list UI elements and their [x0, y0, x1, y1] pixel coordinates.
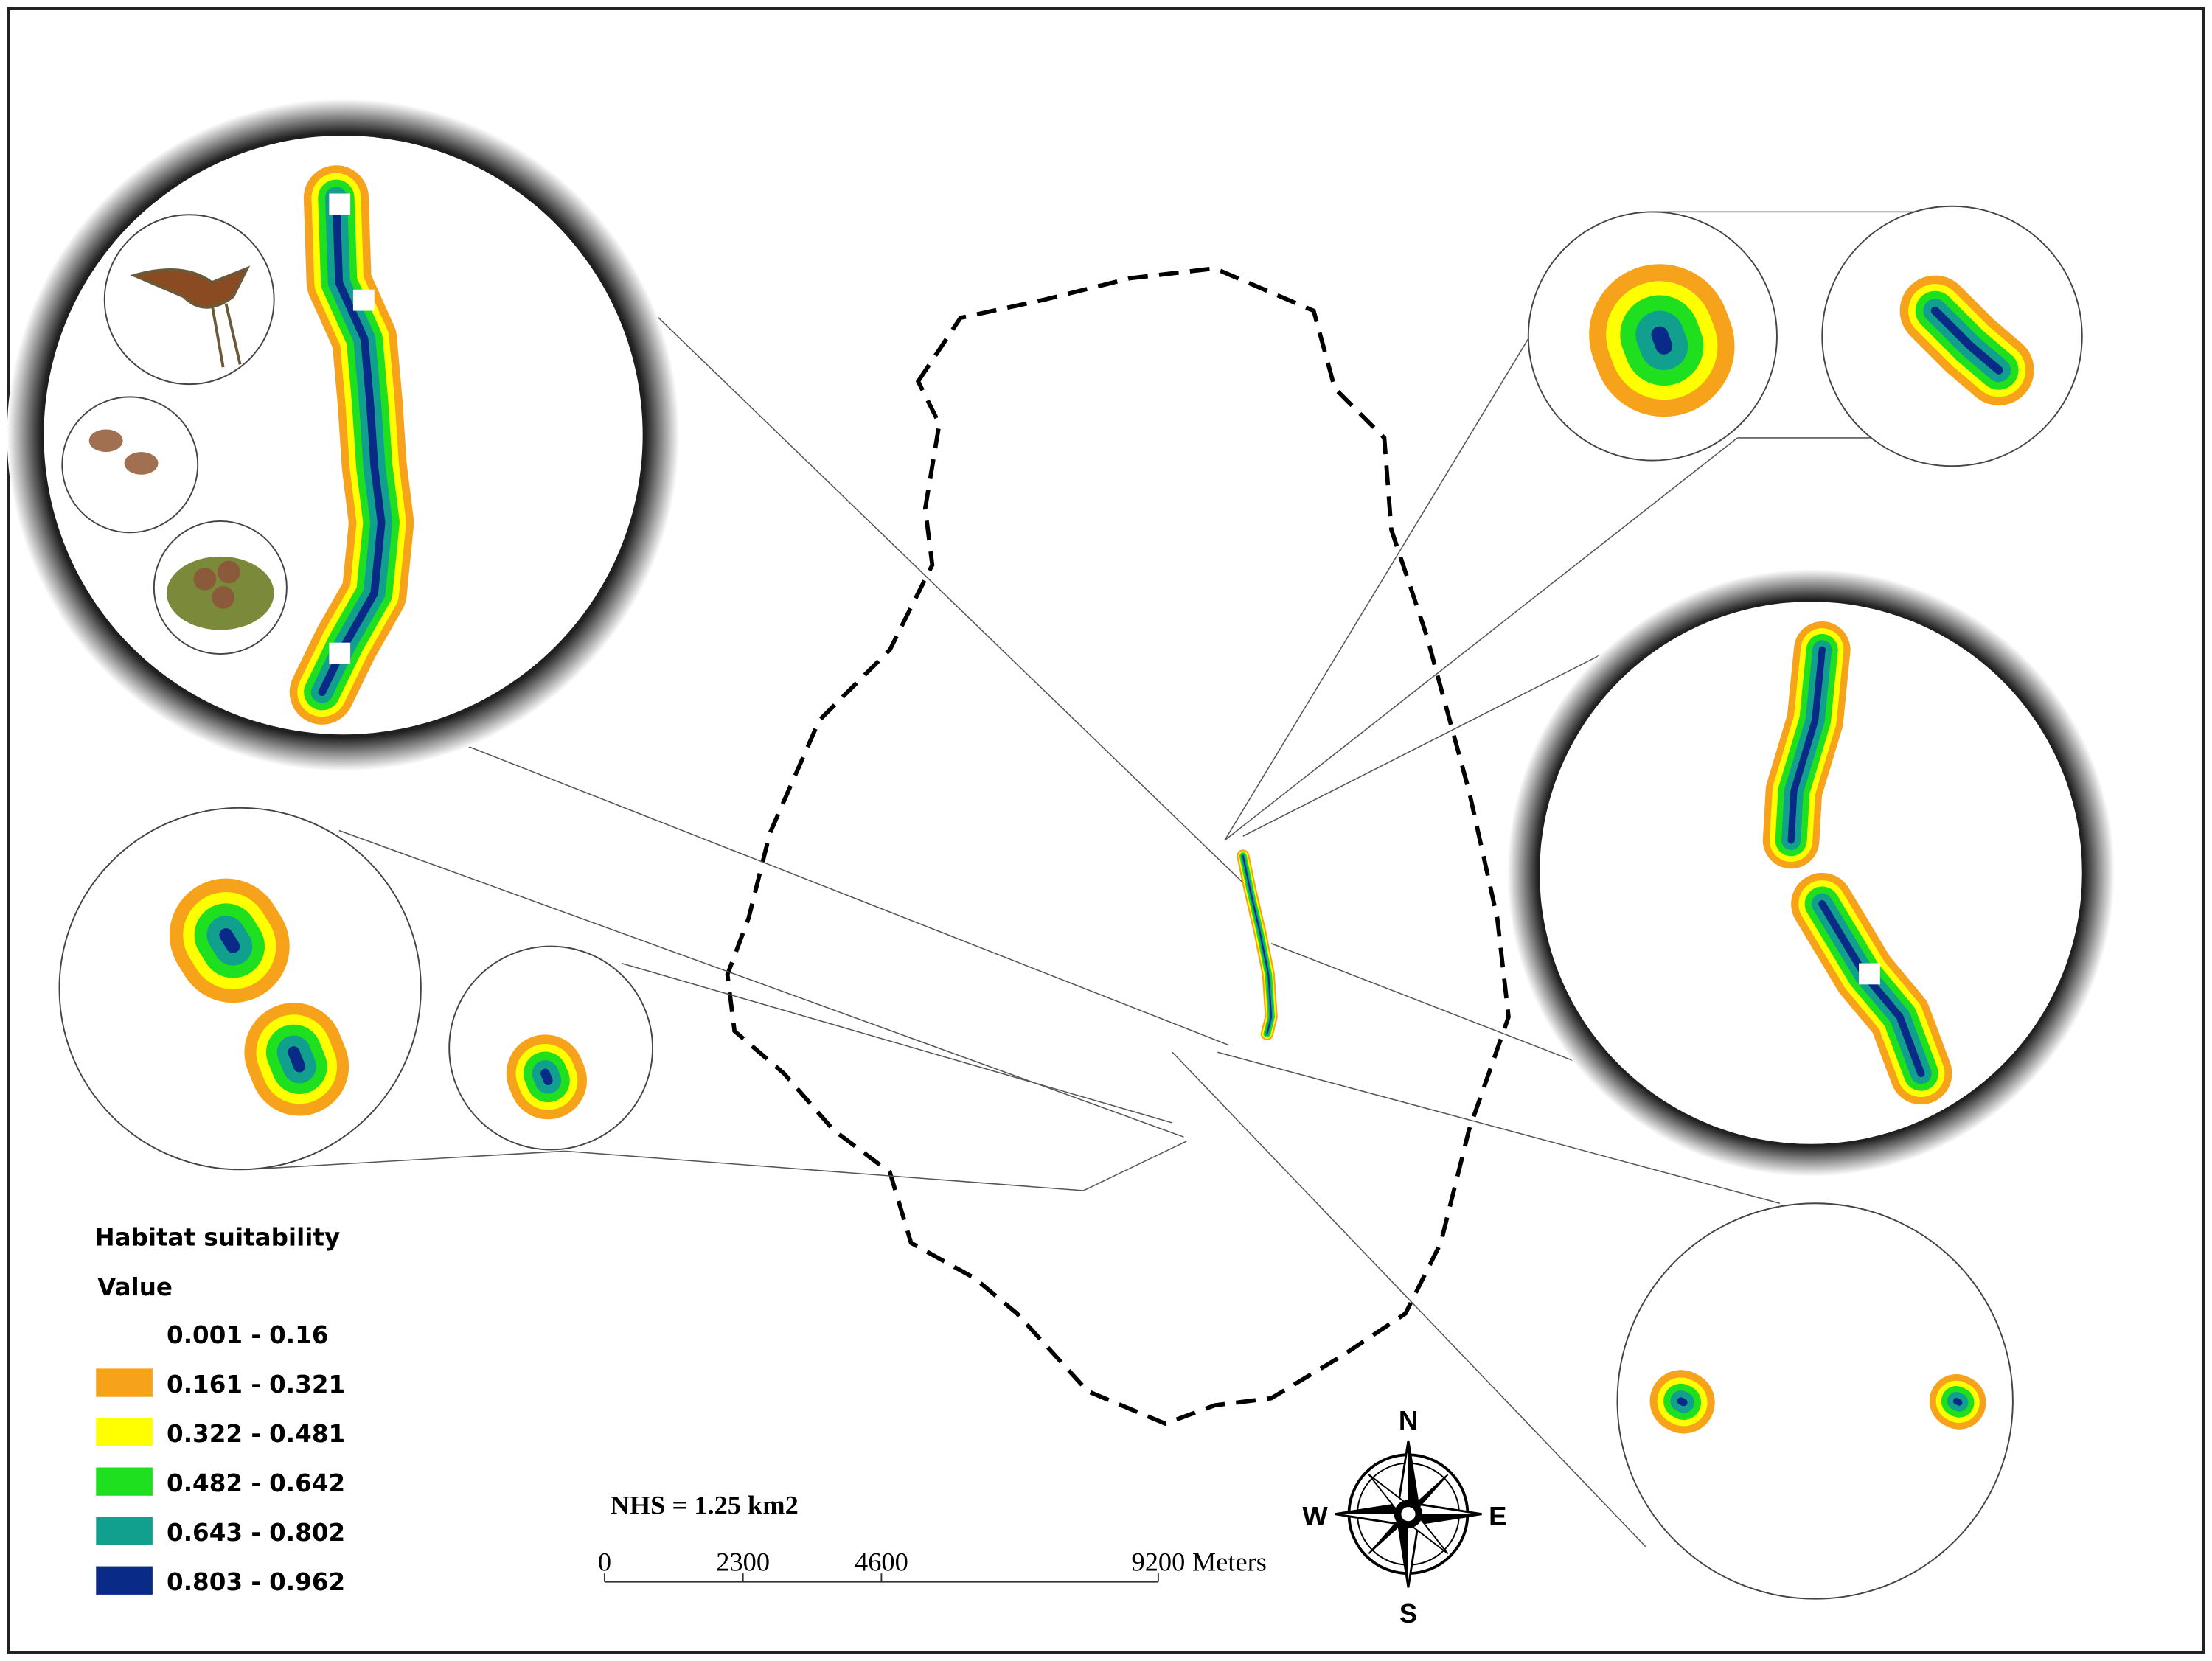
egg — [218, 560, 240, 584]
scale-bar: 0 2300 4600 9200 Meters — [598, 1547, 1267, 1583]
egg — [212, 586, 235, 609]
compass-north: N — [1399, 1405, 1418, 1435]
scale-label: 2300 — [716, 1547, 770, 1576]
study-area-boundary — [725, 266, 1511, 1427]
suitability-zone — [1651, 326, 1673, 355]
compass-south: S — [1399, 1598, 1417, 1629]
suitability-zone — [1787, 646, 1826, 844]
bird-sketch — [130, 265, 251, 368]
egg — [193, 568, 217, 591]
legend-swatch — [96, 1368, 153, 1397]
suitability-zone — [1952, 1398, 1963, 1406]
area-annotation: NHS = 1.25 km2 — [611, 1491, 799, 1520]
legend-swatch — [96, 1319, 153, 1348]
legend-swatch — [96, 1467, 153, 1496]
chick-sketch — [88, 429, 123, 453]
suitability-zone — [1242, 854, 1273, 1035]
nest-marker — [329, 642, 351, 664]
legend-label: 0.322 - 0.481 — [167, 1420, 345, 1448]
zoom-circle — [1616, 1202, 2014, 1600]
compass-west: W — [1302, 1501, 1328, 1531]
suitability-zone — [288, 1046, 306, 1073]
suitability-zone — [219, 928, 240, 953]
legend-label: 0.643 - 0.802 — [167, 1519, 345, 1547]
legend-swatch — [96, 1566, 153, 1595]
scale-label: 4600 — [855, 1547, 908, 1576]
suitability-zone — [1818, 900, 1925, 1078]
legend-label: 0.161 - 0.321 — [167, 1371, 345, 1399]
zoom-circle — [1540, 602, 2082, 1144]
legend-label: 0.803 - 0.962 — [167, 1568, 345, 1596]
legend-title: Habitat suitability — [94, 1224, 340, 1252]
legend-label: 0.001 - 0.16 — [167, 1321, 328, 1349]
suitability-zone — [1930, 306, 2003, 375]
legend-label: 0.482 - 0.642 — [167, 1469, 345, 1497]
nest-marker — [329, 193, 351, 215]
nest-marker — [352, 289, 375, 311]
compass-east: E — [1489, 1501, 1506, 1531]
legend-swatch — [96, 1418, 153, 1446]
compass-rose: N S E W — [1302, 1405, 1506, 1629]
chick-sketch — [124, 452, 159, 475]
legend-subtitle: Value — [97, 1273, 173, 1301]
suitability-zone — [1677, 1397, 1688, 1407]
suitability-zone — [318, 193, 386, 697]
nest-marker — [1859, 963, 1880, 985]
suitability-zone — [540, 1068, 553, 1085]
legend-swatch — [96, 1517, 153, 1545]
scale-label: 9200 — [1132, 1547, 1186, 1576]
scale-label: 0 — [598, 1547, 611, 1576]
scale-unit: Meters — [1192, 1547, 1267, 1576]
legend: 0.001 - 0.16 0.161 - 0.321 0.322 - 0.481 0.… — [96, 1319, 345, 1596]
